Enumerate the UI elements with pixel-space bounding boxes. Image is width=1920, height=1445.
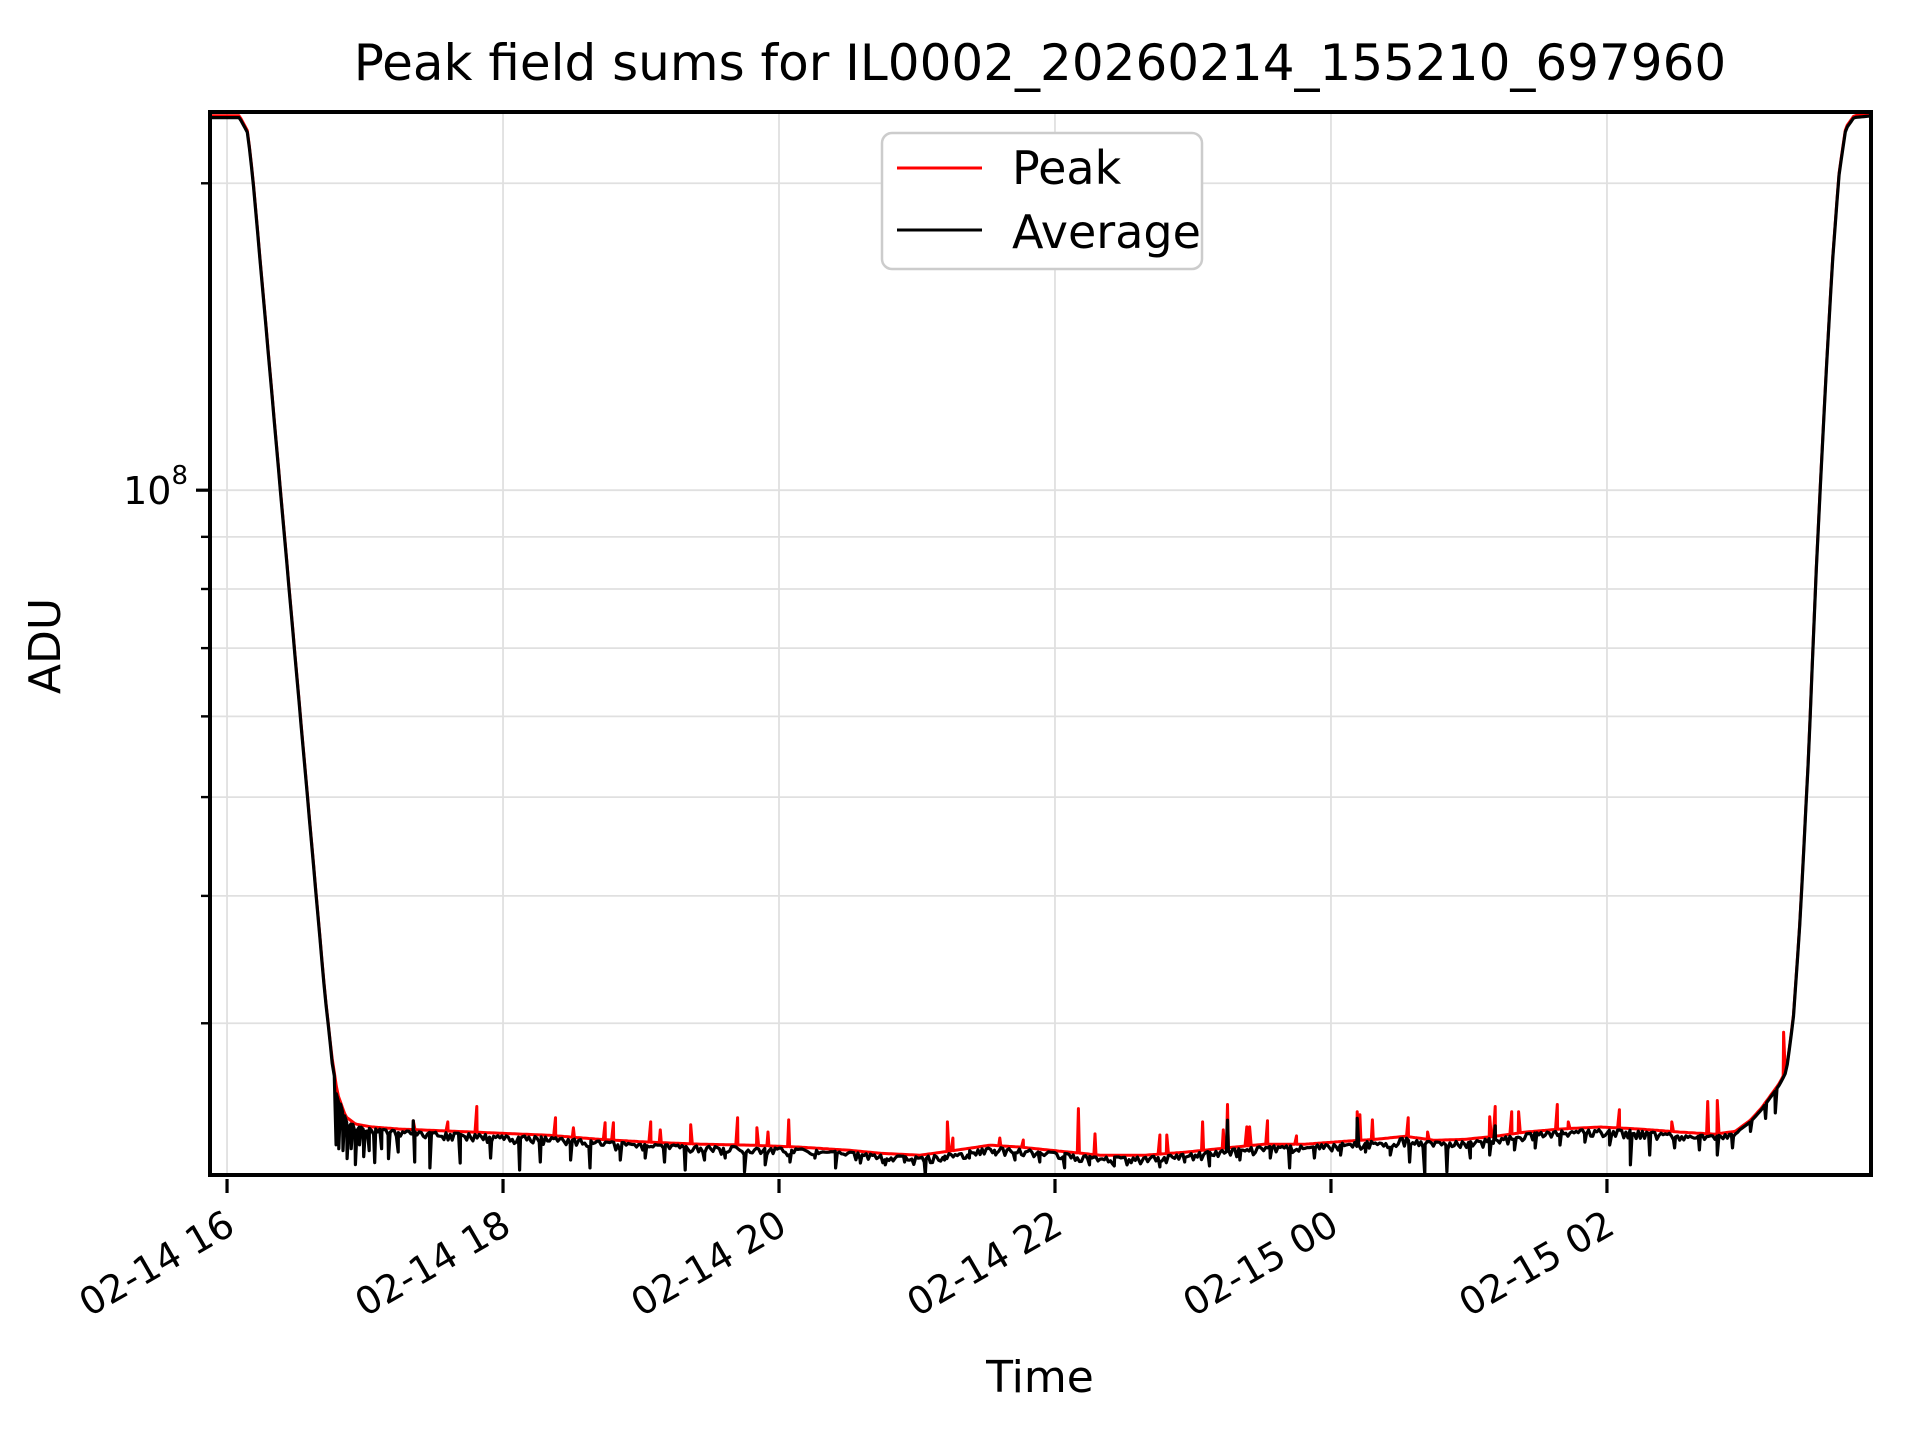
x-tick-label: 02-14 22 <box>900 1202 1070 1326</box>
y-tick-label: 108 <box>123 461 188 513</box>
x-tick-labels: 02-14 16 02-14 18 02-14 20 02-14 22 02-15 00… <box>72 1202 1622 1326</box>
peak-series-line <box>210 112 1871 1157</box>
plot-border <box>208 110 1873 1177</box>
x-tick-label: 02-15 02 <box>1451 1202 1621 1326</box>
axis-ticks <box>196 182 1609 1193</box>
x-tick-label: 02-14 20 <box>624 1202 794 1326</box>
data-series <box>210 112 1871 1175</box>
legend-label-peak: Peak <box>1012 141 1122 195</box>
x-tick-label: 02-15 00 <box>1176 1202 1346 1326</box>
chart-title: Peak field sums for IL0002_20260214_1552… <box>354 34 1727 92</box>
legend: Peak Average <box>880 131 1204 271</box>
legend-label-average: Average <box>1012 205 1201 259</box>
y-axis-label: ADU <box>20 598 71 694</box>
x-tick-label: 02-14 16 <box>72 1202 242 1326</box>
average-series-line <box>210 114 1871 1175</box>
x-axis-label: Time <box>985 1352 1094 1403</box>
gridlines <box>210 112 1871 1175</box>
x-tick-label: 02-14 18 <box>348 1202 518 1326</box>
